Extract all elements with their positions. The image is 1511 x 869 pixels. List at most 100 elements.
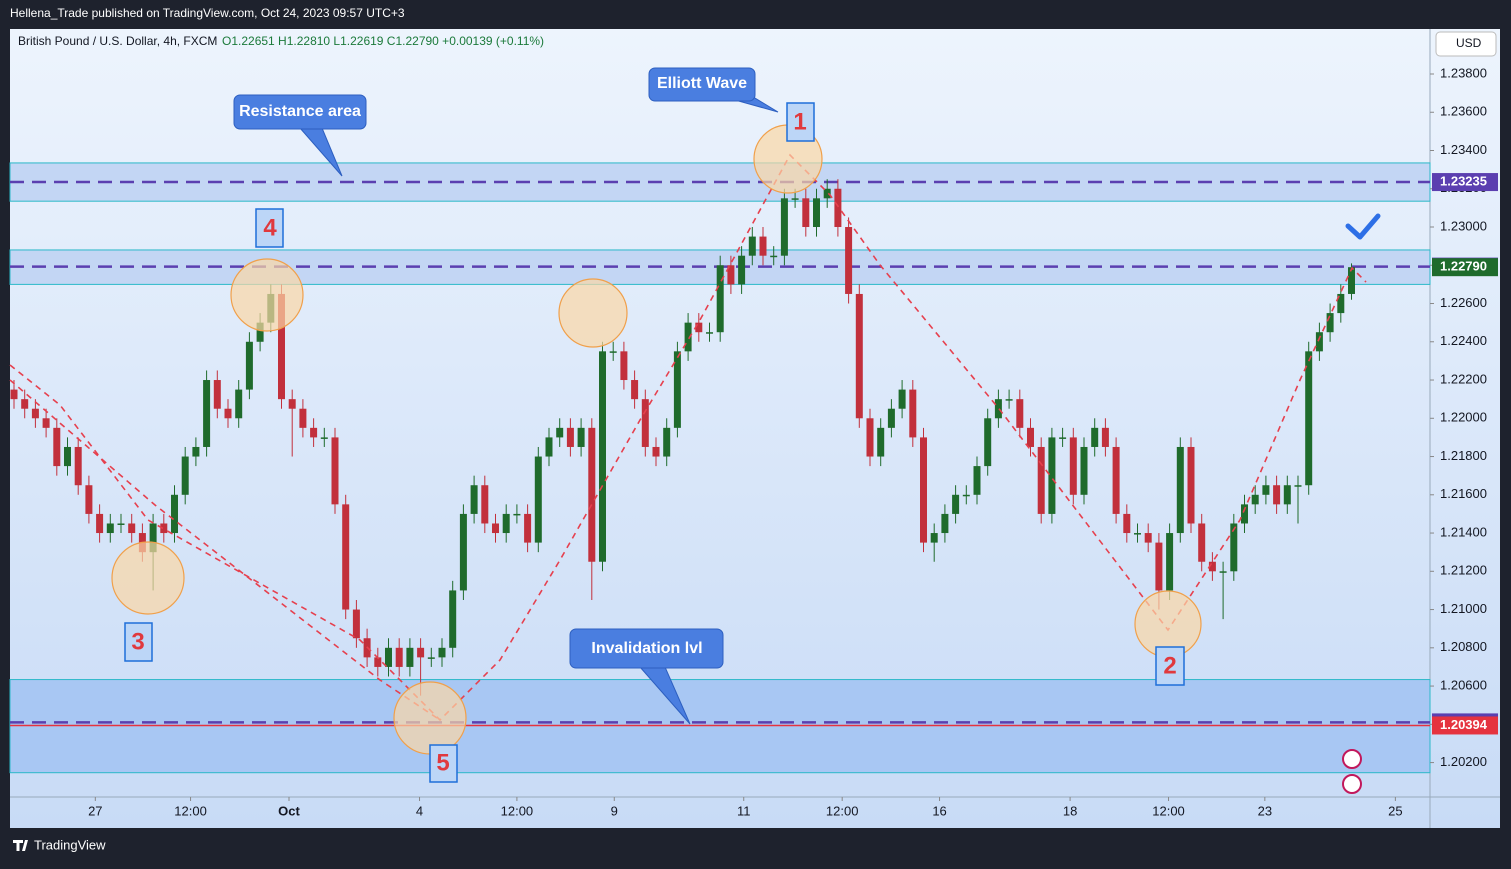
candle-body xyxy=(481,485,489,524)
wave-label: 2 xyxy=(1163,652,1176,679)
candle-body xyxy=(909,389,917,438)
candle-body xyxy=(866,418,874,457)
candle-body xyxy=(631,380,639,400)
candle-body xyxy=(748,236,756,256)
candle-body xyxy=(813,198,820,228)
candle-body xyxy=(1016,399,1024,428)
ohlc: O1.22651 H1.22810 L1.22619 C1.22790 +0.0… xyxy=(222,34,544,48)
y-tick-label: 1.20800 xyxy=(1440,639,1487,654)
x-tick-label: 12:00 xyxy=(174,803,207,818)
wave-box xyxy=(1155,646,1185,686)
candle-body xyxy=(1155,542,1163,591)
candle-body xyxy=(181,456,189,495)
candle-body xyxy=(620,351,628,381)
y-tick-label: 1.22600 xyxy=(1440,295,1487,310)
candle-body xyxy=(609,351,617,353)
callout xyxy=(569,628,724,669)
wave-circle xyxy=(393,681,467,755)
candle-body xyxy=(470,485,478,514)
x-tick-label: Oct xyxy=(278,803,300,818)
candle-body xyxy=(1187,446,1195,524)
y-tick-label: 1.23400 xyxy=(1440,142,1487,157)
candle-body xyxy=(566,427,574,447)
candle-body xyxy=(695,322,703,333)
candle-body xyxy=(1262,485,1270,495)
price-label: 1.20394 xyxy=(1440,717,1488,732)
y-tick-label: 1.22400 xyxy=(1440,333,1487,348)
candle-body xyxy=(1091,427,1099,447)
candle-body xyxy=(310,427,318,438)
y-tick-label: 1.23600 xyxy=(1440,104,1487,119)
x-tick-label: 11 xyxy=(737,803,751,818)
candle-body xyxy=(962,494,970,497)
candle-body xyxy=(1166,533,1174,591)
candle-body xyxy=(1037,446,1045,514)
candle-body xyxy=(706,332,713,334)
candle-body xyxy=(331,437,339,505)
candle-body xyxy=(759,236,767,256)
wave-circle xyxy=(111,541,185,615)
candle-body xyxy=(96,513,104,534)
candle-body xyxy=(449,590,457,648)
candle-body xyxy=(1101,427,1109,447)
candle-body xyxy=(898,389,906,409)
candle-body xyxy=(994,399,1002,419)
candle-body xyxy=(288,399,296,409)
candle-body xyxy=(834,188,842,228)
candle-body xyxy=(663,427,671,457)
wave-circle xyxy=(230,258,304,332)
candle-body xyxy=(984,418,992,467)
candle-body xyxy=(920,437,927,543)
y-tick-label: 1.21800 xyxy=(1440,448,1487,463)
candle-body xyxy=(887,408,895,428)
candle-body xyxy=(534,456,542,543)
candle-body xyxy=(823,188,831,199)
candle-body xyxy=(802,198,810,228)
currency[interactable]: USD xyxy=(1456,36,1482,50)
candle-body xyxy=(941,513,949,534)
candle-body xyxy=(556,427,564,438)
callout-text: Elliott Wave xyxy=(657,75,747,92)
candle-body xyxy=(524,513,532,543)
candle-body xyxy=(1326,313,1334,333)
candle-body xyxy=(10,389,18,400)
x-tick-label: 12:00 xyxy=(1152,803,1185,818)
candle-body xyxy=(1198,523,1206,562)
candle-body xyxy=(74,446,82,486)
candle-body xyxy=(1059,437,1067,439)
trend-line xyxy=(9,379,441,721)
x-tick-label: 18 xyxy=(1063,803,1077,818)
brand-logo xyxy=(13,840,28,851)
x-tick-label: 27 xyxy=(88,803,102,818)
candle-body xyxy=(1027,427,1034,447)
candle-body xyxy=(952,494,960,514)
candle-body xyxy=(588,427,596,562)
candle-body xyxy=(1294,485,1302,487)
candle-body xyxy=(1069,437,1077,495)
candle-body xyxy=(395,647,403,667)
candle-body xyxy=(716,265,724,333)
candle-body xyxy=(1251,494,1259,505)
y-tick-label: 1.21600 xyxy=(1440,486,1487,501)
x-tick-label: 12:00 xyxy=(826,803,859,818)
wave-circle xyxy=(558,278,628,348)
publisher: Hellena_Trade published on TradingView.c… xyxy=(10,6,405,20)
currency-button[interactable] xyxy=(1435,31,1497,57)
candle-body xyxy=(171,494,178,534)
candle-body xyxy=(31,408,39,419)
candle-body xyxy=(545,437,553,457)
candle-body xyxy=(224,408,232,419)
symbol: British Pound / U.S. Dollar, 4h, FXCM xyxy=(18,34,217,48)
candle-body xyxy=(1273,485,1281,505)
price-label-box xyxy=(1432,173,1498,192)
callout xyxy=(233,94,367,130)
candle-body xyxy=(192,446,200,457)
candle-body xyxy=(973,466,981,495)
price-label: 1.23235 xyxy=(1440,173,1487,188)
candle-body xyxy=(770,255,778,258)
candle-body xyxy=(930,533,938,543)
candle-body xyxy=(427,657,435,659)
candle-body xyxy=(352,609,360,639)
candle-body xyxy=(203,380,211,447)
